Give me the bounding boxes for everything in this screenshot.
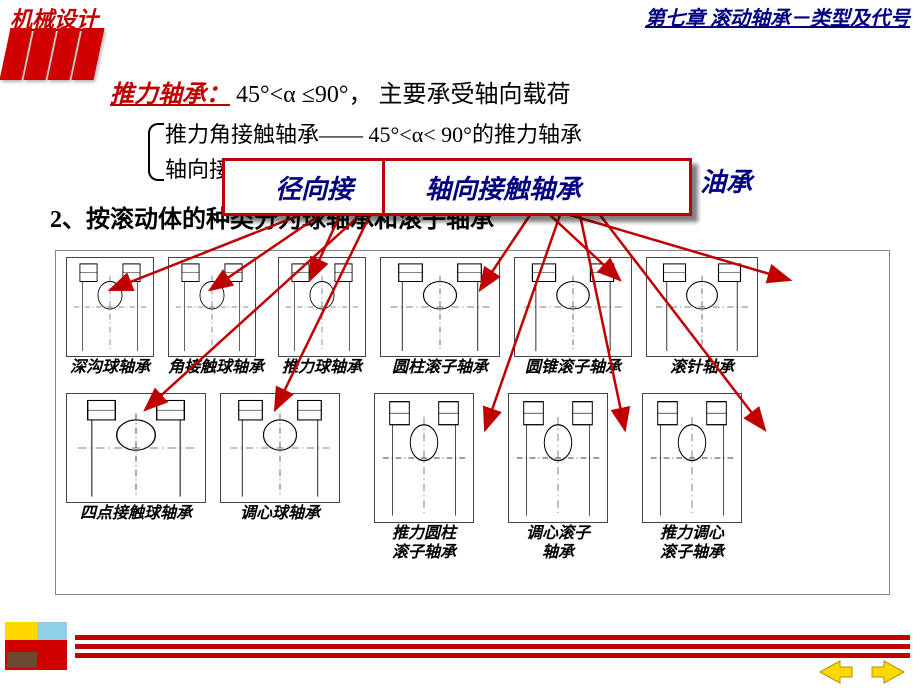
diagram-item: 推力圆柱滚子轴承	[374, 393, 474, 562]
decor-red-bars	[5, 28, 99, 80]
footer-corner-decor	[5, 622, 67, 670]
diagram-item: 深沟球轴承	[66, 257, 154, 377]
diagram-item: 滚针轴承	[646, 257, 758, 377]
diagram-label: 圆锥滚子轴承	[514, 359, 632, 377]
diagram-label: 调心滚子轴承	[508, 525, 608, 562]
diagram-label: 角接触球轴承	[168, 359, 264, 377]
diagram-item: 调心滚子轴承	[508, 393, 608, 562]
diagram-label: 调心球轴承	[220, 505, 340, 523]
callout-tail-text: 油承	[700, 162, 752, 199]
diagram-label: 推力圆柱滚子轴承	[374, 525, 474, 562]
diagram-label: 推力球轴承	[278, 359, 366, 377]
diagram-label: 深沟球轴承	[66, 359, 154, 377]
diagrams-panel: 深沟球轴承 角接触球轴承 推力球轴承	[55, 250, 890, 595]
diagram-label: 推力调心滚子轴承	[642, 525, 742, 562]
nav-next-button[interactable]	[868, 659, 908, 685]
nav-prev-button[interactable]	[816, 659, 856, 685]
diagram-item: 圆锥滚子轴承	[514, 257, 632, 377]
diagram-item: 推力球轴承	[278, 257, 366, 377]
diagram-label: 圆柱滚子轴承	[380, 359, 500, 377]
sub-line-1: 推力角接触轴承—— 45°<α< 90°的推力轴承	[165, 117, 880, 152]
callout-box: 径向接 轴向接触轴承	[222, 158, 692, 216]
callout-text-1: 径向接	[275, 169, 353, 206]
diagram-item: 四点接触球轴承	[66, 393, 206, 562]
diagram-label: 滚针轴承	[646, 359, 758, 377]
footer-bars	[75, 635, 910, 662]
header-right-title: 第七章 滚动轴承－类型及代号	[645, 2, 910, 31]
diagram-item: 调心球轴承	[220, 393, 340, 562]
diagram-label: 四点接触球轴承	[66, 505, 206, 523]
diagram-item: 角接触球轴承	[168, 257, 264, 377]
thrust-bearing-line: 推力轴承： 45°<α ≤90°， 主要承受轴向载荷	[110, 74, 880, 109]
nav-buttons	[816, 659, 908, 685]
thrust-desc: 45°<α ≤90°， 主要承受轴向载荷	[236, 82, 570, 108]
diagram-item: 圆柱滚子轴承	[380, 257, 500, 377]
callout-divider	[382, 161, 385, 213]
thrust-title: 推力轴承：	[110, 82, 230, 108]
diagram-item: 推力调心滚子轴承	[642, 393, 742, 562]
callout-text-2: 轴向接触轴承	[425, 169, 581, 206]
